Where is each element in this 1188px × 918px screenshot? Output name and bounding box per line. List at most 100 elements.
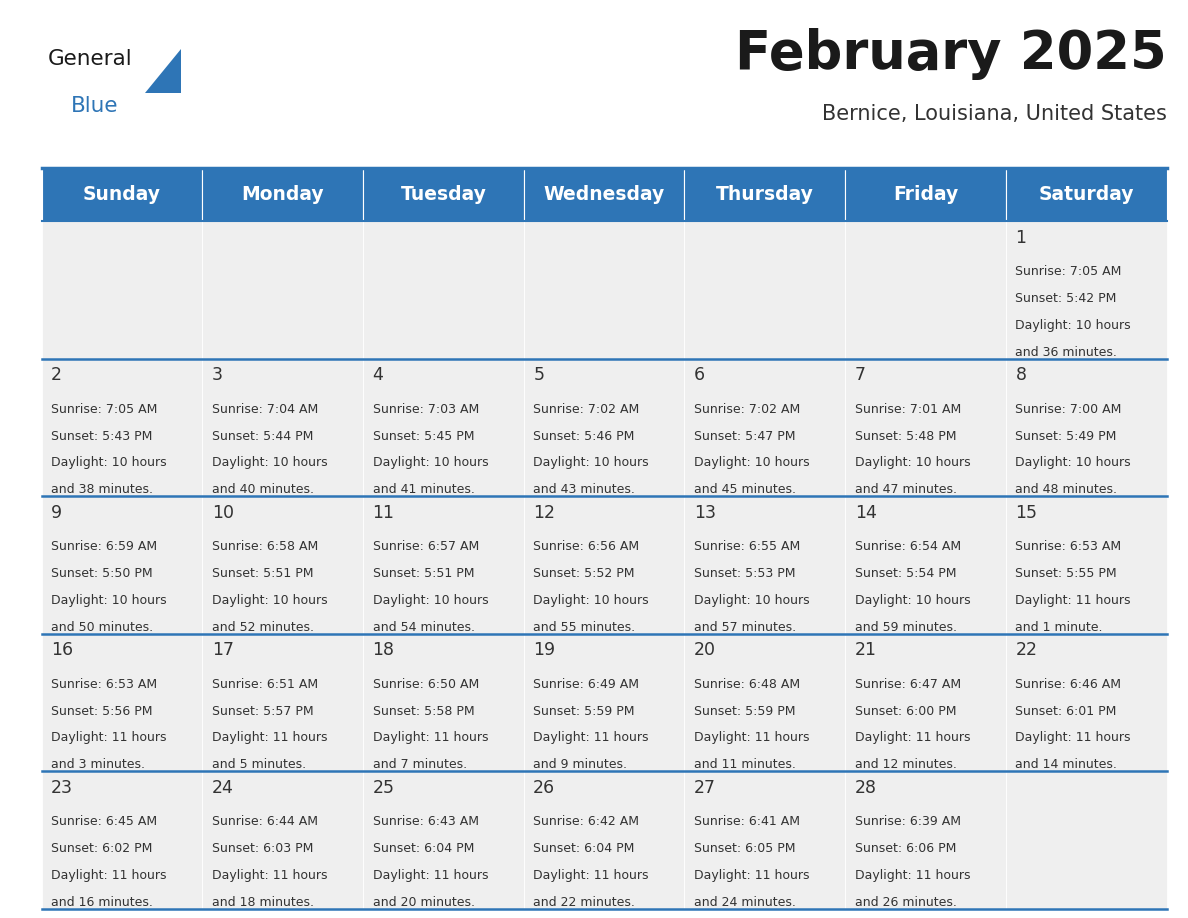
Text: Monday: Monday [241, 185, 324, 204]
Text: 23: 23 [51, 778, 74, 797]
Polygon shape [145, 49, 181, 93]
Text: and 52 minutes.: and 52 minutes. [211, 621, 314, 633]
Bar [364, 497, 524, 633]
Text: 8: 8 [1016, 366, 1026, 384]
Text: Daylight: 11 hours: Daylight: 11 hours [694, 869, 809, 882]
Text: 17: 17 [211, 641, 234, 659]
Text: Sunrise: 6:42 AM: Sunrise: 6:42 AM [533, 815, 639, 828]
Bar [1006, 771, 1167, 909]
Text: Sunset: 6:04 PM: Sunset: 6:04 PM [373, 842, 474, 856]
Text: Daylight: 11 hours: Daylight: 11 hours [533, 869, 649, 882]
Text: and 38 minutes.: and 38 minutes. [51, 483, 153, 497]
Text: and 40 minutes.: and 40 minutes. [211, 483, 314, 497]
Bar [42, 168, 202, 221]
Text: Daylight: 10 hours: Daylight: 10 hours [533, 456, 649, 469]
Bar [524, 168, 684, 221]
Bar [42, 633, 202, 771]
Bar [684, 771, 845, 909]
Text: Sunrise: 7:02 AM: Sunrise: 7:02 AM [694, 403, 801, 416]
Text: Daylight: 10 hours: Daylight: 10 hours [211, 456, 328, 469]
Bar [364, 633, 524, 771]
Text: 24: 24 [211, 778, 234, 797]
Text: 25: 25 [373, 778, 394, 797]
Text: 18: 18 [373, 641, 394, 659]
Text: Sunset: 6:00 PM: Sunset: 6:00 PM [854, 705, 956, 718]
Text: Daylight: 10 hours: Daylight: 10 hours [854, 456, 971, 469]
Text: Sunset: 5:44 PM: Sunset: 5:44 PM [211, 430, 314, 442]
Text: Daylight: 10 hours: Daylight: 10 hours [51, 456, 166, 469]
Text: Sunset: 5:51 PM: Sunset: 5:51 PM [211, 567, 314, 580]
Bar [202, 771, 364, 909]
Text: Sunrise: 6:59 AM: Sunrise: 6:59 AM [51, 541, 157, 554]
Text: 19: 19 [533, 641, 555, 659]
Bar [845, 359, 1006, 497]
Text: and 7 minutes.: and 7 minutes. [373, 758, 467, 771]
Text: Sunrise: 7:00 AM: Sunrise: 7:00 AM [1016, 403, 1121, 416]
Bar [202, 221, 364, 359]
Bar [1006, 497, 1167, 633]
Text: Daylight: 10 hours: Daylight: 10 hours [854, 594, 971, 607]
Text: Sunrise: 7:01 AM: Sunrise: 7:01 AM [854, 403, 961, 416]
Text: Sunrise: 7:05 AM: Sunrise: 7:05 AM [1016, 265, 1121, 278]
Text: 11: 11 [373, 504, 394, 521]
Text: Sunset: 5:45 PM: Sunset: 5:45 PM [373, 430, 474, 442]
Text: 16: 16 [51, 641, 74, 659]
Text: and 22 minutes.: and 22 minutes. [533, 896, 636, 909]
Text: 15: 15 [1016, 504, 1037, 521]
Text: 12: 12 [533, 504, 555, 521]
Text: Sunrise: 6:57 AM: Sunrise: 6:57 AM [373, 541, 479, 554]
Bar [42, 497, 202, 633]
Text: and 9 minutes.: and 9 minutes. [533, 758, 627, 771]
Text: and 47 minutes.: and 47 minutes. [854, 483, 956, 497]
Text: Sunset: 5:48 PM: Sunset: 5:48 PM [854, 430, 956, 442]
Text: Sunrise: 6:55 AM: Sunrise: 6:55 AM [694, 541, 801, 554]
Text: Sunset: 6:06 PM: Sunset: 6:06 PM [854, 842, 956, 856]
Text: Blue: Blue [71, 96, 119, 117]
Bar [524, 633, 684, 771]
Text: Daylight: 11 hours: Daylight: 11 hours [211, 869, 328, 882]
Text: and 12 minutes.: and 12 minutes. [854, 758, 956, 771]
Bar [1006, 359, 1167, 497]
Text: Sunset: 5:50 PM: Sunset: 5:50 PM [51, 567, 153, 580]
Bar [1006, 221, 1167, 359]
Text: Sunrise: 6:47 AM: Sunrise: 6:47 AM [854, 677, 961, 691]
Text: Sunrise: 7:04 AM: Sunrise: 7:04 AM [211, 403, 318, 416]
Text: Sunrise: 6:58 AM: Sunrise: 6:58 AM [211, 541, 318, 554]
Bar [845, 168, 1006, 221]
Bar [524, 771, 684, 909]
Bar [684, 633, 845, 771]
Bar [42, 771, 202, 909]
Text: and 43 minutes.: and 43 minutes. [533, 483, 636, 497]
Bar [364, 168, 524, 221]
Text: and 54 minutes.: and 54 minutes. [373, 621, 474, 633]
Text: Sunrise: 6:45 AM: Sunrise: 6:45 AM [51, 815, 157, 828]
Text: 13: 13 [694, 504, 716, 521]
Text: 4: 4 [373, 366, 384, 384]
Text: Sunrise: 6:53 AM: Sunrise: 6:53 AM [51, 677, 157, 691]
Text: Daylight: 10 hours: Daylight: 10 hours [211, 594, 328, 607]
Text: Sunday: Sunday [83, 185, 160, 204]
Text: Friday: Friday [893, 185, 959, 204]
Text: Sunset: 6:03 PM: Sunset: 6:03 PM [211, 842, 314, 856]
Bar [42, 221, 202, 359]
Text: and 14 minutes.: and 14 minutes. [1016, 758, 1117, 771]
Bar [1006, 633, 1167, 771]
Text: Sunset: 5:43 PM: Sunset: 5:43 PM [51, 430, 152, 442]
Text: 21: 21 [854, 641, 877, 659]
Bar [202, 168, 364, 221]
Text: and 5 minutes.: and 5 minutes. [211, 758, 307, 771]
Bar [684, 221, 845, 359]
Text: and 50 minutes.: and 50 minutes. [51, 621, 153, 633]
Text: Daylight: 10 hours: Daylight: 10 hours [51, 594, 166, 607]
Text: Sunset: 5:58 PM: Sunset: 5:58 PM [373, 705, 474, 718]
Text: 26: 26 [533, 778, 555, 797]
Text: 20: 20 [694, 641, 716, 659]
Text: Sunset: 5:55 PM: Sunset: 5:55 PM [1016, 567, 1117, 580]
Bar [42, 359, 202, 497]
Text: Daylight: 10 hours: Daylight: 10 hours [1016, 456, 1131, 469]
Text: 22: 22 [1016, 641, 1037, 659]
Text: Daylight: 10 hours: Daylight: 10 hours [533, 594, 649, 607]
Text: Sunset: 5:53 PM: Sunset: 5:53 PM [694, 567, 796, 580]
Text: Daylight: 11 hours: Daylight: 11 hours [211, 732, 328, 744]
Text: and 16 minutes.: and 16 minutes. [51, 896, 153, 909]
